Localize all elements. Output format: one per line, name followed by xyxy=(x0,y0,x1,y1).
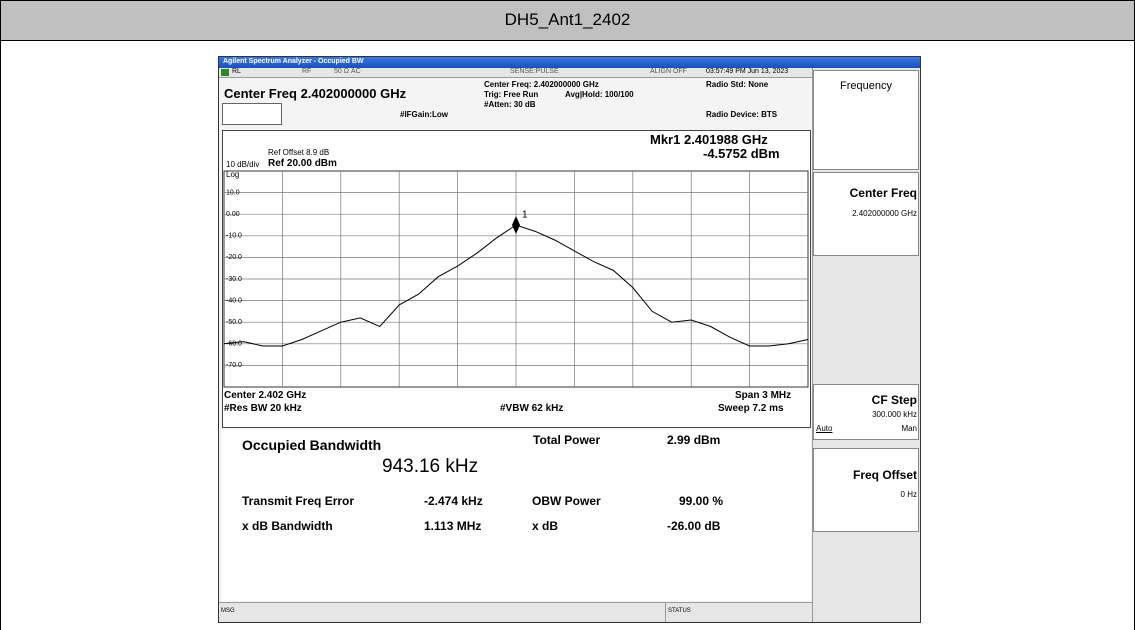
status-input: 50 Ω AC xyxy=(334,68,361,75)
bottom-status xyxy=(219,602,812,622)
tfe-value: -2.474 kHz xyxy=(424,494,483,508)
softkey-cf-step[interactable] xyxy=(813,384,919,440)
softkey-freq-offset[interactable] xyxy=(813,448,919,532)
softkey-freq-offset-label: Freq Offset xyxy=(852,468,917,482)
sweep-label: Sweep 7.2 ms xyxy=(718,403,784,414)
radio-std: Radio Std: None xyxy=(706,80,769,89)
obw-power-value: 99.00 % xyxy=(679,494,724,508)
scale: 10 dB/div xyxy=(226,160,260,169)
marker xyxy=(512,216,520,234)
obw-label: Occupied Bandwidth xyxy=(242,437,382,453)
softkey-menu xyxy=(813,70,919,170)
results-panel xyxy=(222,429,811,601)
y-tick-label: 0.00 xyxy=(226,211,240,218)
softkey-cf-step-value: 300.000 kHz xyxy=(872,410,917,419)
softkey-menu-title: Frequency xyxy=(840,80,892,92)
status-sense: SENSE:PULSE xyxy=(510,68,559,75)
status-align: ALIGN OFF xyxy=(650,68,687,75)
center-label: Center 2.402 GHz xyxy=(224,390,307,401)
softkey-cf-step-label: CF Step xyxy=(871,393,917,407)
xdb-value: -26.00 dB xyxy=(667,519,721,533)
radio-device: Radio Device: BTS xyxy=(706,110,778,119)
trig: Trig: Free Run xyxy=(484,90,539,99)
marker-freq: Mkr1 2.401988 GHz xyxy=(650,132,768,147)
title-bar xyxy=(219,57,920,68)
y-tick-label: -30.0 xyxy=(226,276,242,283)
y-tick-label: -50.0 xyxy=(226,319,242,326)
status-icon xyxy=(221,69,229,76)
status-divider xyxy=(665,603,666,622)
y-tick-label: -20.0 xyxy=(226,254,242,261)
avg: Avg|Hold: 100/100 xyxy=(565,90,634,99)
status-rl: RL xyxy=(232,68,241,75)
softkey-center-freq-label: Center Freq xyxy=(849,186,917,200)
atten: #Atten: 30 dB xyxy=(484,100,536,109)
status-time: 03:57:49 PM Jun 13, 2023 xyxy=(706,68,789,75)
y-tick-label: -60.0 xyxy=(226,341,242,348)
total-power-label: Total Power xyxy=(533,433,601,447)
center-freq-info: Center Freq: 2.402000000 GHz xyxy=(484,80,599,89)
softkey-center-freq[interactable] xyxy=(813,172,919,256)
rbw-label: #Res BW 20 kHz xyxy=(224,403,302,414)
marker-level: -4.5752 dBm xyxy=(703,146,780,161)
softkey-man: Man xyxy=(901,424,917,433)
vbw-label: #VBW 62 kHz xyxy=(500,403,564,414)
xdb-bw-value: 1.113 MHz xyxy=(424,519,482,533)
status: STATUS xyxy=(668,608,691,614)
entry-box xyxy=(222,103,282,125)
center-freq-setting: Center Freq 2.402000000 GHz xyxy=(224,86,407,101)
header-band xyxy=(0,0,1135,41)
obw-value: 943.16 kHz xyxy=(382,456,479,477)
ref-offset: Ref Offset 8.9 dB xyxy=(268,148,330,157)
marker-label: 1 xyxy=(522,210,528,221)
y-tick-label: 10.0 xyxy=(226,189,240,196)
y-tick-label: -10.0 xyxy=(226,233,242,240)
obw-power-label: OBW Power xyxy=(532,494,601,508)
ref-level: Ref 20.00 dBm xyxy=(268,158,337,169)
header-title: DH5_Ant1_2402 xyxy=(504,10,631,29)
status-row xyxy=(219,68,812,78)
total-power-value: 2.99 dBm xyxy=(667,433,721,447)
softkey-center-freq-value: 2.402000000 GHz xyxy=(852,209,917,218)
ifgain: #IFGain:Low xyxy=(400,110,448,119)
msg: MSG xyxy=(221,608,235,614)
y-tick-label: -70.0 xyxy=(226,362,242,369)
span-label: Span 3 MHz xyxy=(735,390,792,401)
tfe-label: Transmit Freq Error xyxy=(242,494,355,508)
xdb-label: x dB xyxy=(532,519,559,533)
y-tick-label: -40.0 xyxy=(226,297,242,304)
log: Log xyxy=(226,170,240,179)
status-rf: RF xyxy=(302,68,312,75)
softkey-freq-offset-value: 0 Hz xyxy=(900,490,917,499)
softkey-auto: Auto xyxy=(816,424,833,433)
xdb-bw-label: x dB Bandwidth xyxy=(242,519,333,533)
window-title: Agilent Spectrum Analyzer - Occupied BW xyxy=(223,58,364,65)
